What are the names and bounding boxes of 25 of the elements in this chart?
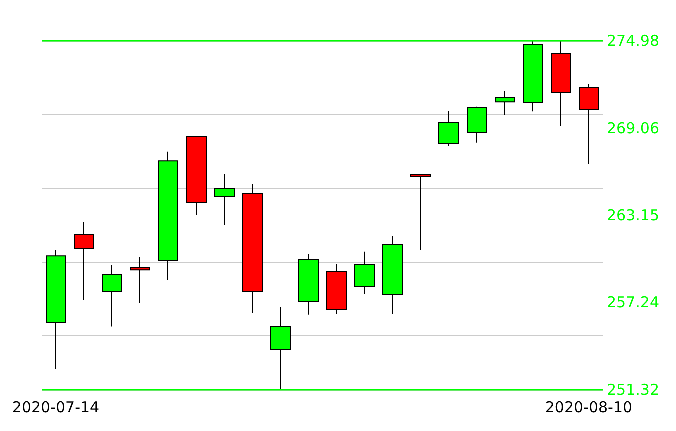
candlestick: [74, 221, 94, 301]
candlestick: [354, 251, 375, 294]
candlestick: [298, 254, 319, 316]
candlestick: [410, 174, 431, 251]
candlestick: [242, 184, 263, 314]
y-tick-label: 257.24: [607, 294, 660, 312]
candlestick: [158, 151, 178, 280]
candlestick: [495, 90, 515, 116]
x-tick-label: 2020-07-14: [12, 398, 100, 416]
y-tick-label: 263.15: [607, 206, 660, 224]
candlestick: [186, 136, 207, 216]
y-tick-label: 251.32: [607, 381, 660, 399]
candlestick: [326, 264, 347, 315]
x-tick-label: 2020-08-10: [545, 398, 633, 416]
y-tick-label: 274.98: [607, 32, 660, 50]
candlestick: [46, 250, 66, 370]
candlestick: [214, 174, 235, 226]
candlestick: [102, 264, 122, 328]
candlestick: [130, 256, 150, 304]
candlestick: [467, 106, 487, 144]
candlestick: [551, 40, 571, 126]
candlestick: [579, 84, 599, 165]
candlestick: [382, 236, 403, 315]
y-tick-label: 269.06: [607, 119, 660, 138]
candlestick: [438, 110, 459, 147]
